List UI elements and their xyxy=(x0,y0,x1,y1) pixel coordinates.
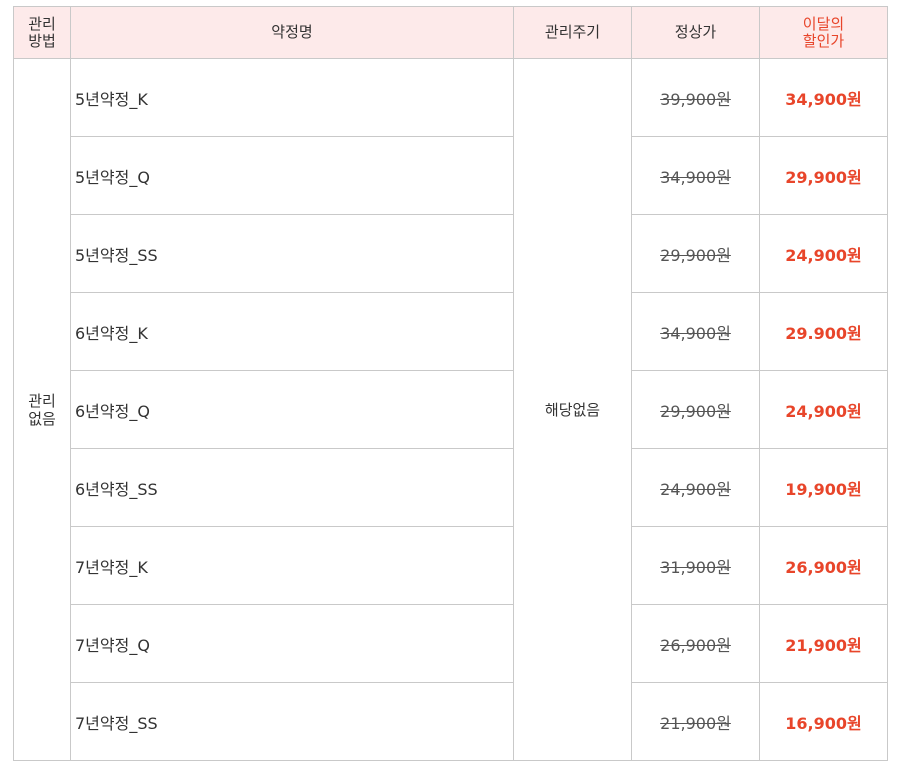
plan-price-table: 관리 방법 약정명 관리주기 정상가 이달의 할인가 관리 없음 5년약정_K … xyxy=(13,6,888,761)
regular-price: 21,900원 xyxy=(631,682,760,761)
table-row: 5년약정_Q 34,900원 29,900원 xyxy=(14,136,888,215)
header-method: 관리 방법 xyxy=(13,6,71,59)
table-row: 6년약정_Q 29,900원 24,900원 xyxy=(14,370,888,449)
table-row: 7년약정_K 31,900원 26,900원 xyxy=(14,526,888,605)
regular-price: 39,900원 xyxy=(631,58,760,137)
plan-name: 7년약정_SS xyxy=(70,682,514,761)
plan-name: 6년약정_SS xyxy=(70,448,514,527)
regular-price: 34,900원 xyxy=(631,136,760,215)
plan-name: 5년약정_K xyxy=(70,58,514,137)
table-row: 6년약정_K 34,900원 29.900원 xyxy=(14,292,888,371)
regular-price: 26,900원 xyxy=(631,604,760,683)
regular-price: 24,900원 xyxy=(631,448,760,527)
discount-price: 24,900원 xyxy=(759,214,888,293)
plan-name: 5년약정_SS xyxy=(70,214,514,293)
regular-price: 34,900원 xyxy=(631,292,760,371)
plan-name: 6년약정_K xyxy=(70,292,514,371)
table-row: 7년약정_SS 21,900원 16,900원 xyxy=(14,682,888,761)
discount-price: 19,900원 xyxy=(759,448,888,527)
regular-price: 29,900원 xyxy=(631,370,760,449)
header-regular-price: 정상가 xyxy=(631,6,760,59)
discount-price: 24,900원 xyxy=(759,370,888,449)
management-method-cell: 관리 없음 xyxy=(13,58,71,761)
header-discount-price: 이달의 할인가 xyxy=(759,6,888,59)
discount-price: 29.900원 xyxy=(759,292,888,371)
regular-price: 29,900원 xyxy=(631,214,760,293)
discount-price: 29,900원 xyxy=(759,136,888,215)
plan-name: 6년약정_Q xyxy=(70,370,514,449)
table-row: 관리 없음 5년약정_K 해당없음 39,900원 34,900원 xyxy=(13,58,888,761)
discount-price: 21,900원 xyxy=(759,604,888,683)
table-header-row: 관리 방법 약정명 관리주기 정상가 이달의 할인가 xyxy=(13,6,888,59)
header-cycle: 관리주기 xyxy=(513,6,632,59)
table-row: 6년약정_SS 24,900원 19,900원 xyxy=(14,448,888,527)
discount-price: 26,900원 xyxy=(759,526,888,605)
regular-price: 31,900원 xyxy=(631,526,760,605)
table-row: 5년약정_SS 29,900원 24,900원 xyxy=(14,214,888,293)
table-row: 7년약정_Q 26,900원 21,900원 xyxy=(14,604,888,683)
discount-price: 16,900원 xyxy=(759,682,888,761)
header-plan-name: 약정명 xyxy=(70,6,514,59)
discount-price: 34,900원 xyxy=(759,58,888,137)
plan-name: 7년약정_K xyxy=(70,526,514,605)
plan-name: 5년약정_Q xyxy=(70,136,514,215)
management-cycle-cell: 해당없음 xyxy=(513,58,632,761)
plan-name: 7년약정_Q xyxy=(70,604,514,683)
